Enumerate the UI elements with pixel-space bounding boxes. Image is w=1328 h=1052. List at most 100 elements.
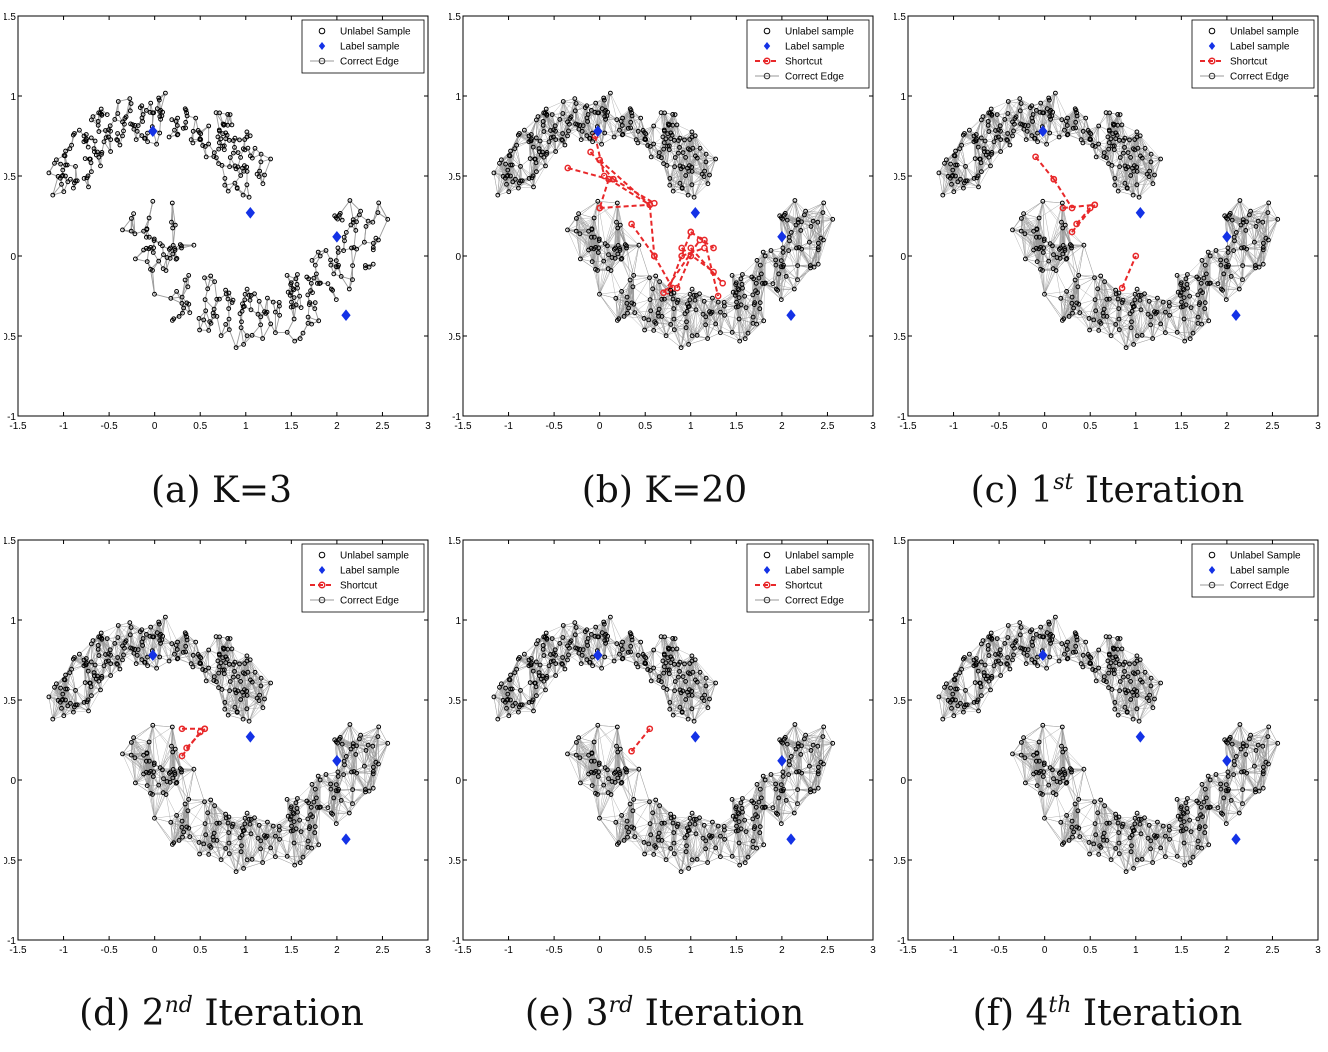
correct-edge: [218, 145, 223, 150]
unlabel-sample: [131, 211, 137, 217]
correct-edge: [685, 149, 691, 158]
correct-edge: [537, 113, 546, 117]
unlabel-sample: [371, 240, 376, 246]
correct-edge: [158, 92, 166, 99]
correct-edge: [92, 112, 99, 117]
x-tick-label: -1: [59, 421, 68, 432]
correct-edge: [168, 129, 175, 138]
correct-edge: [129, 103, 132, 111]
unlabel-sample: [241, 342, 247, 347]
unlabel-sample: [225, 188, 231, 194]
correct-edge: [511, 164, 516, 180]
correct-edge: [79, 129, 85, 137]
correct-edge: [587, 114, 598, 127]
x-tick-label: 1.5: [284, 421, 298, 432]
unlabel-sample: [337, 211, 343, 216]
correct-edge: [60, 163, 66, 166]
unlabel-sample: [128, 101, 134, 106]
unlabel-sample: [206, 328, 212, 333]
unlabel-sample: [168, 295, 174, 301]
unlabel-sample: [82, 156, 88, 162]
unlabel-sample: [170, 318, 175, 323]
correct-edge: [536, 116, 539, 138]
correct-edge: [294, 338, 301, 342]
unlabel-sample: [174, 256, 180, 261]
y-tick-label: 0: [10, 252, 16, 263]
correct-edge: [216, 316, 222, 336]
unlabel-sample: [59, 173, 65, 179]
correct-edge: [234, 147, 239, 153]
unlabel-sample: [205, 286, 211, 292]
unlabel-sample: [154, 141, 160, 147]
unlabel-sample: [264, 309, 270, 315]
unlabel-sample: [260, 181, 266, 187]
correct-edge: [214, 281, 218, 300]
unlabel-sample: [160, 243, 165, 249]
unlabel-sample: [46, 170, 52, 176]
unlabel-sample: [61, 189, 67, 195]
correct-edge: [703, 158, 716, 177]
correct-edge: [670, 138, 679, 141]
correct-edge: [567, 124, 578, 137]
unlabel-sample: [203, 308, 209, 314]
unlabel-sample: [115, 111, 121, 116]
correct-edge: [228, 302, 233, 309]
unlabel-sample: [305, 292, 311, 298]
unlabel-sample: [103, 128, 108, 133]
unlabel-sample: [312, 300, 318, 306]
unlabel-sample: [316, 318, 322, 324]
unlabel-sample: [88, 135, 94, 141]
unlabel-sample: [145, 130, 150, 136]
correct-edge: [345, 224, 352, 233]
unlabel-sample: [226, 327, 232, 333]
correct-edge: [514, 133, 520, 149]
correct-edge: [75, 166, 78, 181]
unlabel-sample: [72, 131, 77, 136]
unlabel-sample: [262, 172, 267, 178]
unlabel-sample: [227, 164, 233, 170]
unlabel-sample: [229, 300, 235, 305]
unlabel-sample: [304, 274, 310, 280]
correct-edge: [536, 119, 541, 142]
unlabel-sample: [146, 246, 152, 252]
correct-edge: [150, 269, 155, 295]
unlabel-sample: [339, 217, 345, 223]
correct-edge: [552, 101, 564, 115]
correct-edge: [702, 173, 710, 176]
correct-edge: [616, 117, 623, 120]
correct-edge: [554, 125, 562, 140]
y-tick-label: 0.5: [449, 172, 461, 183]
correct-edge: [669, 149, 675, 167]
unlabel-sample: [97, 110, 103, 116]
unlabel-sample: [120, 133, 125, 139]
correct-edge: [514, 130, 525, 149]
unlabel-sample: [370, 219, 376, 225]
unlabel-sample: [133, 256, 138, 262]
unlabel-sample: [193, 115, 199, 121]
scatter-plot-2: -1.5-1-0.500.511.522.53-1-0.500.511.5Unl…: [449, 12, 876, 432]
correct-edge: [676, 124, 685, 141]
unlabel-sample: [180, 125, 186, 131]
correct-edge: [100, 108, 108, 115]
unlabel-sample: [174, 289, 180, 294]
correct-edge: [337, 247, 344, 252]
correct-edge: [183, 302, 188, 309]
unlabel-sample: [135, 123, 141, 128]
correct-edge: [218, 148, 225, 151]
unlabel-sample: [144, 108, 149, 113]
unlabel-sample: [258, 151, 264, 157]
correct-edge: [225, 318, 230, 325]
unlabel-sample: [157, 109, 163, 114]
correct-edge: [228, 292, 234, 301]
unlabel-sample: [220, 131, 226, 137]
unlabel-sample: [211, 150, 217, 156]
unlabel-sample: [222, 182, 228, 188]
correct-edge: [550, 130, 556, 152]
correct-edge: [181, 275, 190, 298]
unlabel-sample: [163, 90, 168, 96]
unlabel-sample: [184, 110, 190, 116]
x-tick-label: 1.5: [729, 421, 743, 432]
correct-edge: [533, 165, 546, 188]
unlabel-sample: [335, 250, 341, 255]
unlabel-sample: [276, 300, 282, 305]
